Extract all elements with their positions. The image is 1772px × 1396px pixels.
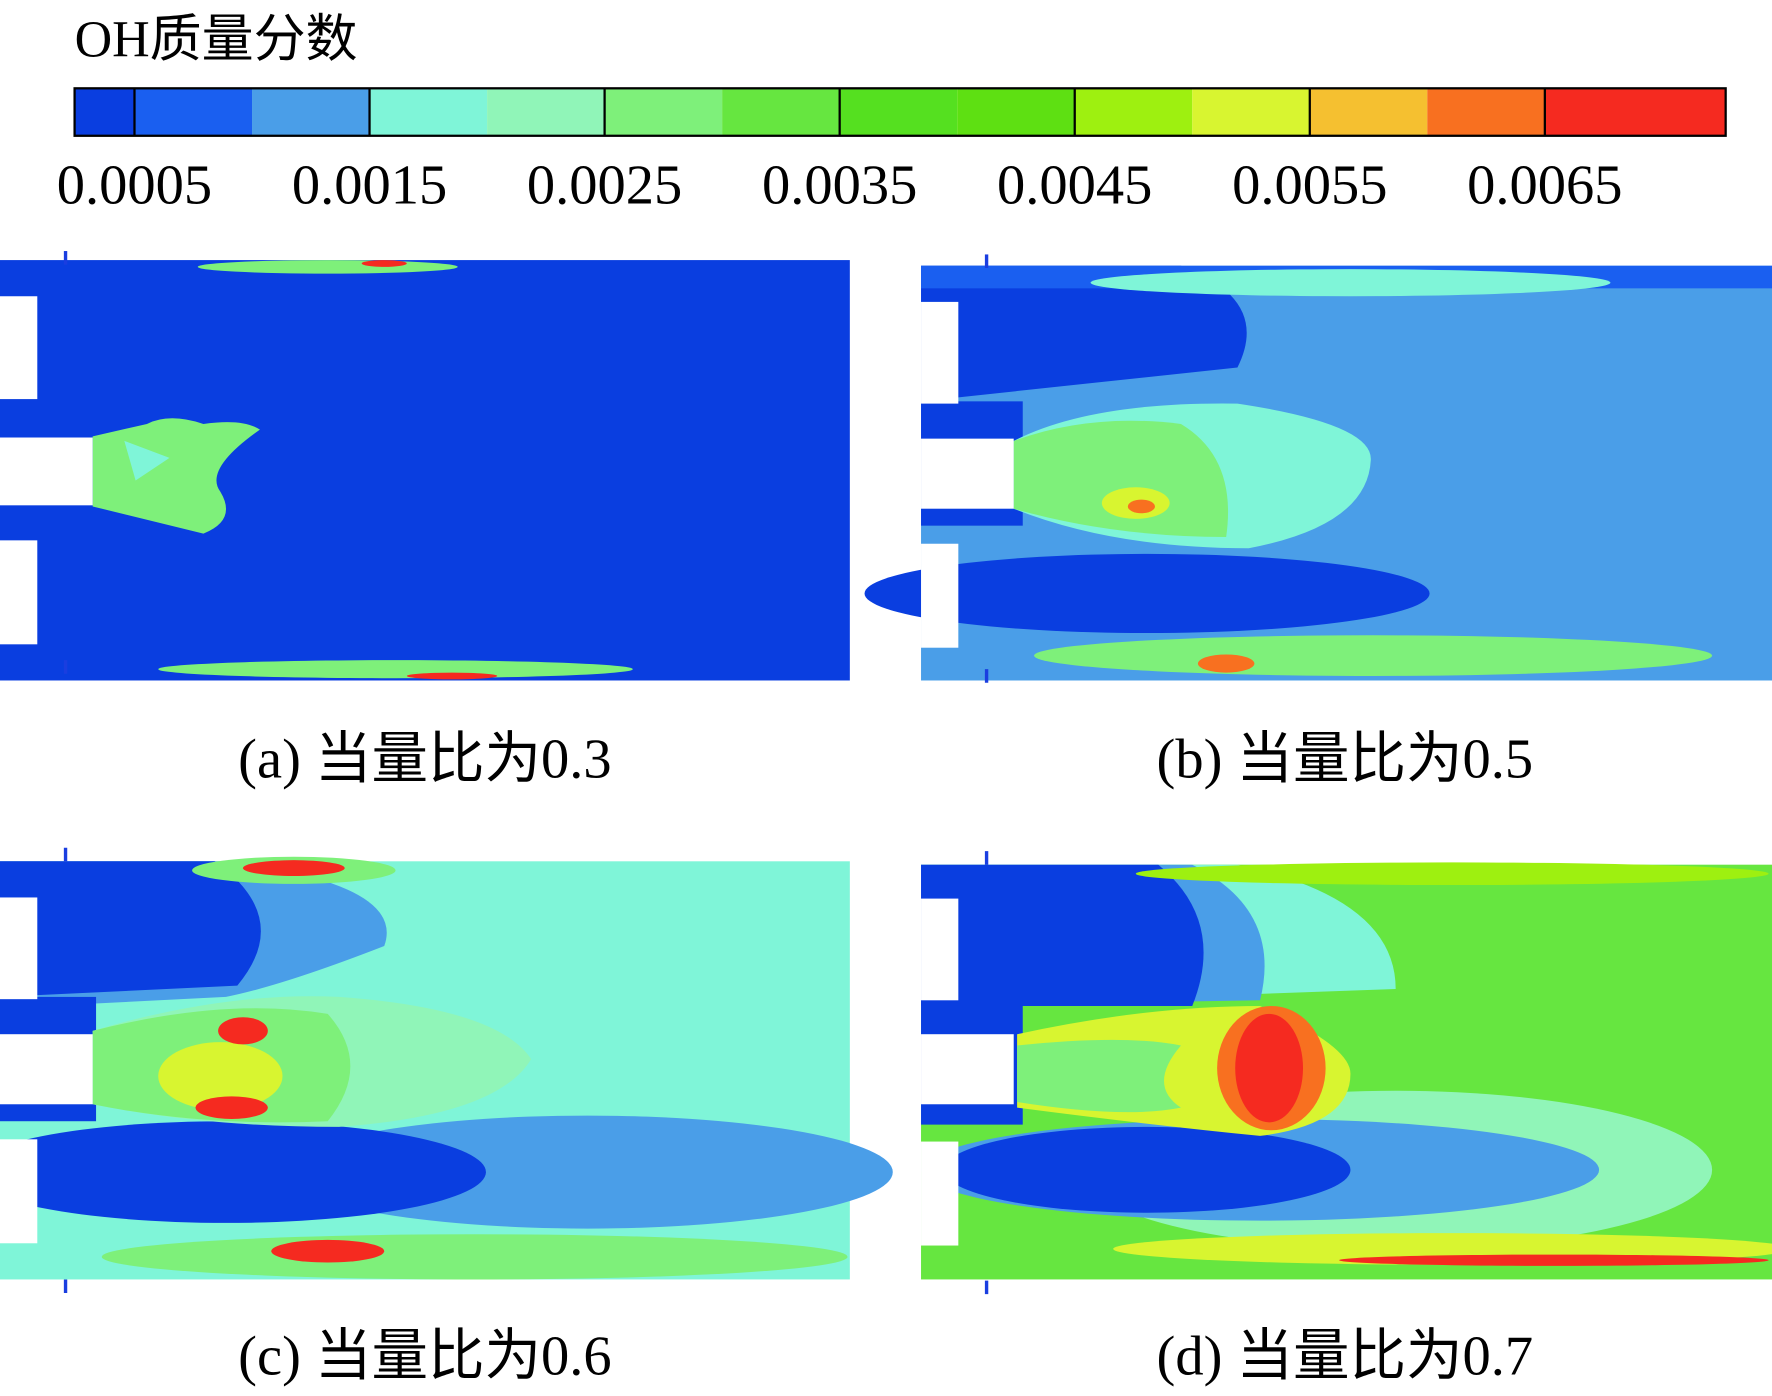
- flame-zone: [158, 660, 633, 679]
- wall: [921, 301, 959, 404]
- flame-zone: [1127, 499, 1155, 514]
- colorbar-tick-label: 0.0005: [57, 155, 212, 217]
- colorbar-tick-label: 0.0055: [1232, 155, 1387, 217]
- wall: [0, 540, 38, 645]
- colorbar-tick-label: 0.0035: [762, 155, 917, 217]
- flame-zone: [1235, 1013, 1304, 1123]
- panel-caption: (c) 当量比为0.6: [238, 1325, 611, 1387]
- panel-caption: (a) 当量比为0.3: [238, 729, 611, 791]
- color-band: [252, 88, 370, 136]
- color-band: [1427, 88, 1545, 136]
- wall: [0, 1139, 38, 1244]
- field-zone: [921, 864, 1204, 1006]
- field-zone: [0, 861, 261, 997]
- color-band: [74, 88, 135, 136]
- colorbar-tick-label: 0.0065: [1467, 155, 1622, 217]
- flame-zone: [1135, 862, 1769, 886]
- color-band: [369, 88, 488, 136]
- color-band: [1192, 88, 1310, 136]
- flame-zone: [1090, 269, 1611, 297]
- color-band: [134, 88, 253, 136]
- inlet: [921, 438, 1014, 509]
- color-band: [487, 88, 605, 136]
- flame-zone: [197, 260, 458, 274]
- field-zone: [864, 553, 1430, 634]
- contour-panel: [921, 851, 1772, 1295]
- field-zone: [921, 265, 1247, 402]
- wall: [921, 543, 959, 648]
- panel-caption: (d) 当量比为0.7: [1157, 1325, 1534, 1387]
- field-zone: [943, 1126, 1351, 1213]
- contour-panel: [0, 847, 893, 1293]
- colorbar-ticks: 0.0005 0.0015 0.0025 0.0035 0.0045 0.0055 0.00…: [57, 88, 1623, 217]
- field-zone: [0, 1121, 486, 1223]
- wall: [0, 897, 38, 1000]
- inlet: [0, 437, 93, 506]
- flame-zone: [124, 440, 170, 481]
- flame-zone: [271, 1239, 385, 1263]
- flame-zone: [242, 860, 345, 876]
- wall: [921, 898, 959, 1001]
- flame-zone: [1339, 1254, 1769, 1266]
- color-band: [839, 88, 958, 136]
- flame-zone: [1197, 654, 1255, 673]
- colorbar-tick-label: 0.0045: [997, 155, 1152, 217]
- flame-zone: [406, 672, 498, 680]
- color-band: [722, 88, 840, 136]
- inlet: [921, 1034, 1014, 1105]
- colorbar-frame: [73, 87, 1727, 137]
- contour-panel: [0, 251, 850, 692]
- flame-zone: [218, 1017, 268, 1045]
- colorbar: [73, 87, 1727, 137]
- color-band: [604, 88, 723, 136]
- color-band: [1544, 88, 1726, 136]
- color-band: [957, 88, 1075, 136]
- wall: [921, 1141, 959, 1246]
- inlet: [0, 1034, 93, 1105]
- flame-zone: [1034, 635, 1713, 676]
- flame-zone: [158, 1042, 283, 1110]
- color-band: [1309, 88, 1428, 136]
- flame-zone: [195, 1096, 268, 1119]
- flame-zone: [361, 260, 407, 267]
- panel-caption: (b) 当量比为0.5: [1157, 729, 1534, 791]
- contour-panel: [864, 254, 1772, 692]
- colorbar-tick-label: 0.0025: [527, 155, 682, 217]
- color-band: [1074, 88, 1193, 136]
- colorbar-tick-label: 0.0015: [292, 155, 447, 217]
- colorbar-title: OH质量分数: [75, 12, 358, 69]
- wall: [0, 296, 38, 400]
- flame-zone: [1013, 420, 1229, 537]
- flame-zone: [1017, 1039, 1181, 1113]
- flame-zone: [101, 1234, 848, 1280]
